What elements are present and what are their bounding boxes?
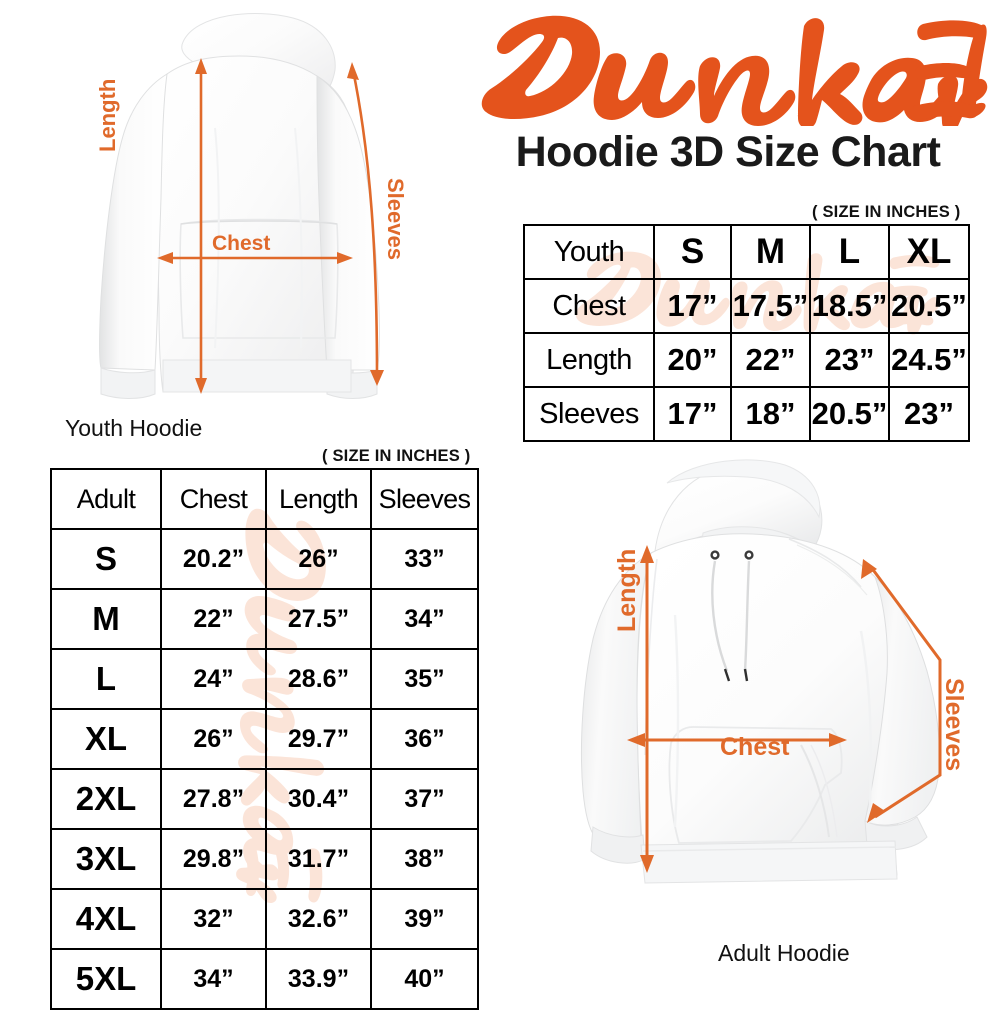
adult-size-l: L	[50, 648, 162, 710]
adult-units-note: ( SIZE IN INCHES )	[322, 447, 471, 465]
youth-chest-xl: 20.5”	[888, 278, 970, 334]
youth-length-m: 22”	[730, 332, 811, 388]
adult-sleeves-s: 33”	[370, 528, 479, 590]
adult-sleeves-l: 35”	[370, 648, 479, 710]
youth-size-header-l: L	[809, 224, 890, 280]
adult-size-3xl: 3XL	[50, 828, 162, 890]
youth-sleeves-measure-label: Sleeves	[383, 178, 408, 260]
adult-sleeves-measure-label: Sleeves	[940, 678, 968, 772]
youth-chest-s: 17”	[653, 278, 732, 334]
adult-chest-s: 20.2”	[160, 528, 267, 590]
adult-sleeves-m: 34”	[370, 588, 479, 650]
adult-chest-l: 24”	[160, 648, 267, 710]
youth-size-header-xl: XL	[888, 224, 970, 280]
adult-length-measure-label: Length	[613, 548, 641, 632]
table-row: 2XL 27.8” 30.4” 37”	[50, 768, 479, 830]
adult-chest-xl: 26”	[160, 708, 267, 770]
table-row: Youth S M L XL	[523, 224, 970, 280]
adult-chest-2xl: 27.8”	[160, 768, 267, 830]
youth-hoodie-illustration	[99, 13, 384, 399]
adult-length-xl: 29.7”	[265, 708, 372, 770]
youth-units-note: ( SIZE IN INCHES )	[812, 203, 961, 221]
table-row: Length 20” 22” 23” 24.5”	[523, 332, 970, 388]
adult-length-5xl: 33.9”	[265, 948, 372, 1010]
table-row: Sleeves 17” 18” 20.5” 23”	[523, 386, 970, 442]
table-row: S 20.2” 26” 33”	[50, 528, 479, 590]
adult-length-m: 27.5”	[265, 588, 372, 650]
youth-chest-m: 17.5”	[730, 278, 811, 334]
page-title: Hoodie 3D Size Chart	[515, 128, 941, 176]
table-row: 3XL 29.8” 31.7” 38”	[50, 828, 479, 890]
youth-size-header-m: M	[730, 224, 811, 280]
adult-hoodie-caption: Adult Hoodie	[718, 940, 850, 966]
adult-col-header-size: Adult	[50, 468, 162, 530]
table-row: 5XL 34” 33.9” 40”	[50, 948, 479, 1010]
youth-sleeves-s: 17”	[653, 386, 732, 442]
youth-sleeves-l: 20.5”	[809, 386, 890, 442]
youth-row-label-sleeves: Sleeves	[523, 386, 655, 442]
youth-hoodie-caption: Youth Hoodie	[65, 415, 203, 441]
adult-size-xl: XL	[50, 708, 162, 770]
youth-length-l: 23”	[809, 332, 890, 388]
adult-size-5xl: 5XL	[50, 948, 162, 1010]
table-row: M 22” 27.5” 34”	[50, 588, 479, 650]
adult-chest-m: 22”	[160, 588, 267, 650]
adult-sleeves-4xl: 39”	[370, 888, 479, 950]
adult-size-m: M	[50, 588, 162, 650]
youth-sleeves-xl: 23”	[888, 386, 970, 442]
adult-size-2xl: 2XL	[50, 768, 162, 830]
table-row: XL 26” 29.7” 36”	[50, 708, 479, 770]
adult-col-header-sleeves: Sleeves	[370, 468, 479, 530]
adult-length-2xl: 30.4”	[265, 768, 372, 830]
table-row: Chest 17” 17.5” 18.5” 20.5”	[523, 278, 970, 334]
youth-row-label-length: Length	[523, 332, 655, 388]
adult-col-header-length: Length	[265, 468, 372, 530]
youth-length-measure-label: Length	[95, 78, 120, 152]
adult-length-l: 28.6”	[265, 648, 372, 710]
youth-length-s: 20”	[653, 332, 732, 388]
youth-length-xl: 24.5”	[888, 332, 970, 388]
youth-chest-measure-label: Chest	[212, 232, 271, 255]
adult-col-header-chest: Chest	[160, 468, 267, 530]
youth-sleeves-m: 18”	[730, 386, 811, 442]
adult-sleeves-xl: 36”	[370, 708, 479, 770]
table-row: 4XL 32” 32.6” 39”	[50, 888, 479, 950]
youth-chest-l: 18.5”	[809, 278, 890, 334]
adult-size-s: S	[50, 528, 162, 590]
adult-length-4xl: 32.6”	[265, 888, 372, 950]
adult-length-s: 26”	[265, 528, 372, 590]
adult-sleeves-3xl: 38”	[370, 828, 479, 890]
adult-chest-measure-label: Chest	[720, 733, 790, 761]
youth-size-header-s: S	[653, 224, 732, 280]
adult-chest-5xl: 34”	[160, 948, 267, 1010]
youth-row-label-chest: Chest	[523, 278, 655, 334]
brand-logo	[481, 15, 988, 126]
table-row: L 24” 28.6” 35”	[50, 648, 479, 710]
adult-hoodie-illustration	[580, 459, 942, 884]
adult-sleeves-2xl: 37”	[370, 768, 479, 830]
youth-size-table: Youth S M L XL Chest 17” 17.5” 18.5” 20.…	[523, 224, 970, 442]
adult-size-4xl: 4XL	[50, 888, 162, 950]
adult-chest-4xl: 32”	[160, 888, 267, 950]
adult-length-3xl: 31.7”	[265, 828, 372, 890]
adult-chest-3xl: 29.8”	[160, 828, 267, 890]
table-row: Adult Chest Length Sleeves	[50, 468, 479, 530]
youth-corner-label: Youth	[523, 224, 655, 280]
adult-size-table: Adult Chest Length Sleeves S 20.2” 26” 3…	[50, 468, 479, 1010]
adult-sleeves-5xl: 40”	[370, 948, 479, 1010]
